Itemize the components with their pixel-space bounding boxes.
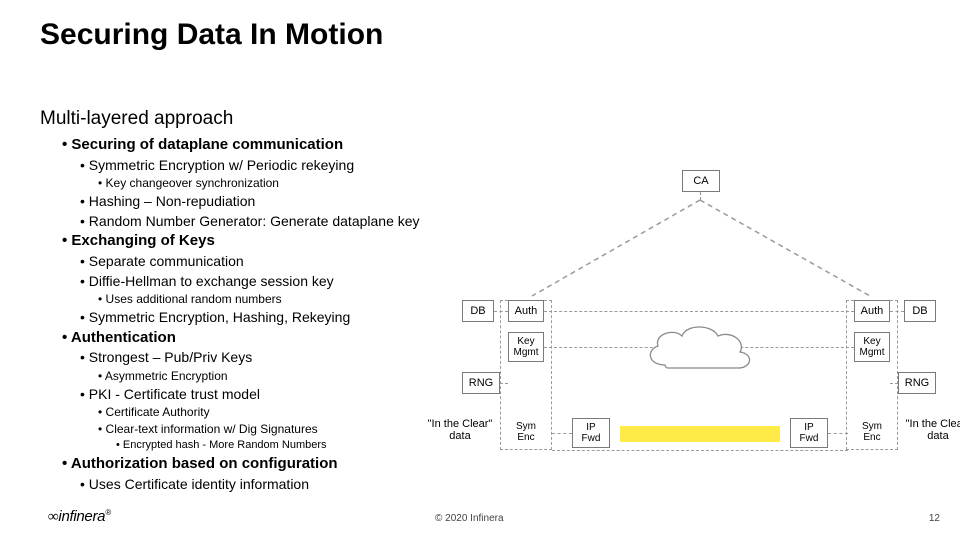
footer-logo: ∞infinera® — [48, 508, 111, 526]
node-symenc-left: Sym Enc — [508, 418, 544, 446]
footer-copyright: © 2020 Infinera — [435, 513, 504, 524]
slide-title: Securing Data In Motion — [40, 18, 383, 52]
bullet-l1: Exchanging of Keys — [62, 232, 420, 251]
ca-fanout — [460, 192, 940, 300]
bullet-l3: Asymmetric Encryption — [98, 369, 420, 384]
line — [494, 311, 508, 312]
bullet-l1: Authentication — [62, 329, 420, 348]
node-rng-left: RNG — [462, 372, 500, 394]
bullet-l2: Random Number Generator: Generate datapl… — [80, 213, 420, 231]
line-enc — [552, 433, 572, 434]
bullet-l1: Authorization based on configuration — [62, 455, 420, 474]
node-db-left: DB — [462, 300, 494, 322]
label-clear-left: "In the Clear" data — [424, 418, 496, 442]
bullet-l1: Securing of dataplane communication — [62, 136, 420, 155]
node-ipfwd-left: IP Fwd — [572, 418, 610, 448]
node-keymgmt-right: Key Mgmt — [854, 332, 890, 362]
bullet-l3: Uses additional random numbers — [98, 292, 420, 307]
bullet-l3: Clear-text information w/ Dig Signatures — [98, 422, 420, 437]
footer-page-number: 12 — [929, 513, 940, 524]
node-rng-right: RNG — [898, 372, 936, 394]
slide-subtitle: Multi-layered approach — [40, 108, 233, 130]
line — [500, 383, 508, 384]
bullet-list: Securing of dataplane communication Symm… — [62, 134, 420, 493]
bullet-l2: PKI - Certificate trust model — [80, 386, 420, 404]
bullet-l3: Key changeover synchronization — [98, 176, 420, 191]
bullet-l2: Symmetric Encryption w/ Periodic rekeyin… — [80, 157, 420, 175]
bullet-l2: Diffie-Hellman to exchange session key — [80, 273, 420, 291]
line-bottom — [552, 450, 848, 451]
left-stack-box — [500, 300, 552, 450]
bullet-l2: Symmetric Encryption, Hashing, Rekeying — [80, 309, 420, 327]
right-stack-box — [846, 300, 898, 450]
node-symenc-right: Sym Enc — [854, 418, 890, 446]
bullet-l2: Uses Certificate identity information — [80, 476, 420, 494]
label-clear-right: "In the Clear" data — [900, 418, 960, 442]
line-enc — [828, 433, 848, 434]
bullet-l2: Strongest – Pub/Priv Keys — [80, 349, 420, 367]
bullet-l4: Encrypted hash - More Random Numbers — [116, 439, 420, 453]
bullet-l2: Hashing – Non-repudiation — [80, 193, 420, 211]
node-auth-right: Auth — [854, 300, 890, 322]
node-db-right: DB — [904, 300, 936, 322]
line — [700, 192, 701, 200]
line-keymgmt — [544, 347, 854, 348]
line-auth — [544, 311, 854, 312]
bullet-l2: Separate communication — [80, 253, 420, 271]
node-ca: CA — [682, 170, 720, 192]
node-keymgmt-left: Key Mgmt — [508, 332, 544, 362]
line — [890, 311, 904, 312]
node-ipfwd-right: IP Fwd — [790, 418, 828, 448]
cloud-icon — [640, 320, 760, 380]
line — [890, 383, 898, 384]
node-auth-left: Auth — [508, 300, 544, 322]
transport-band — [620, 426, 780, 442]
bullet-l3: Certificate Authority — [98, 405, 420, 420]
